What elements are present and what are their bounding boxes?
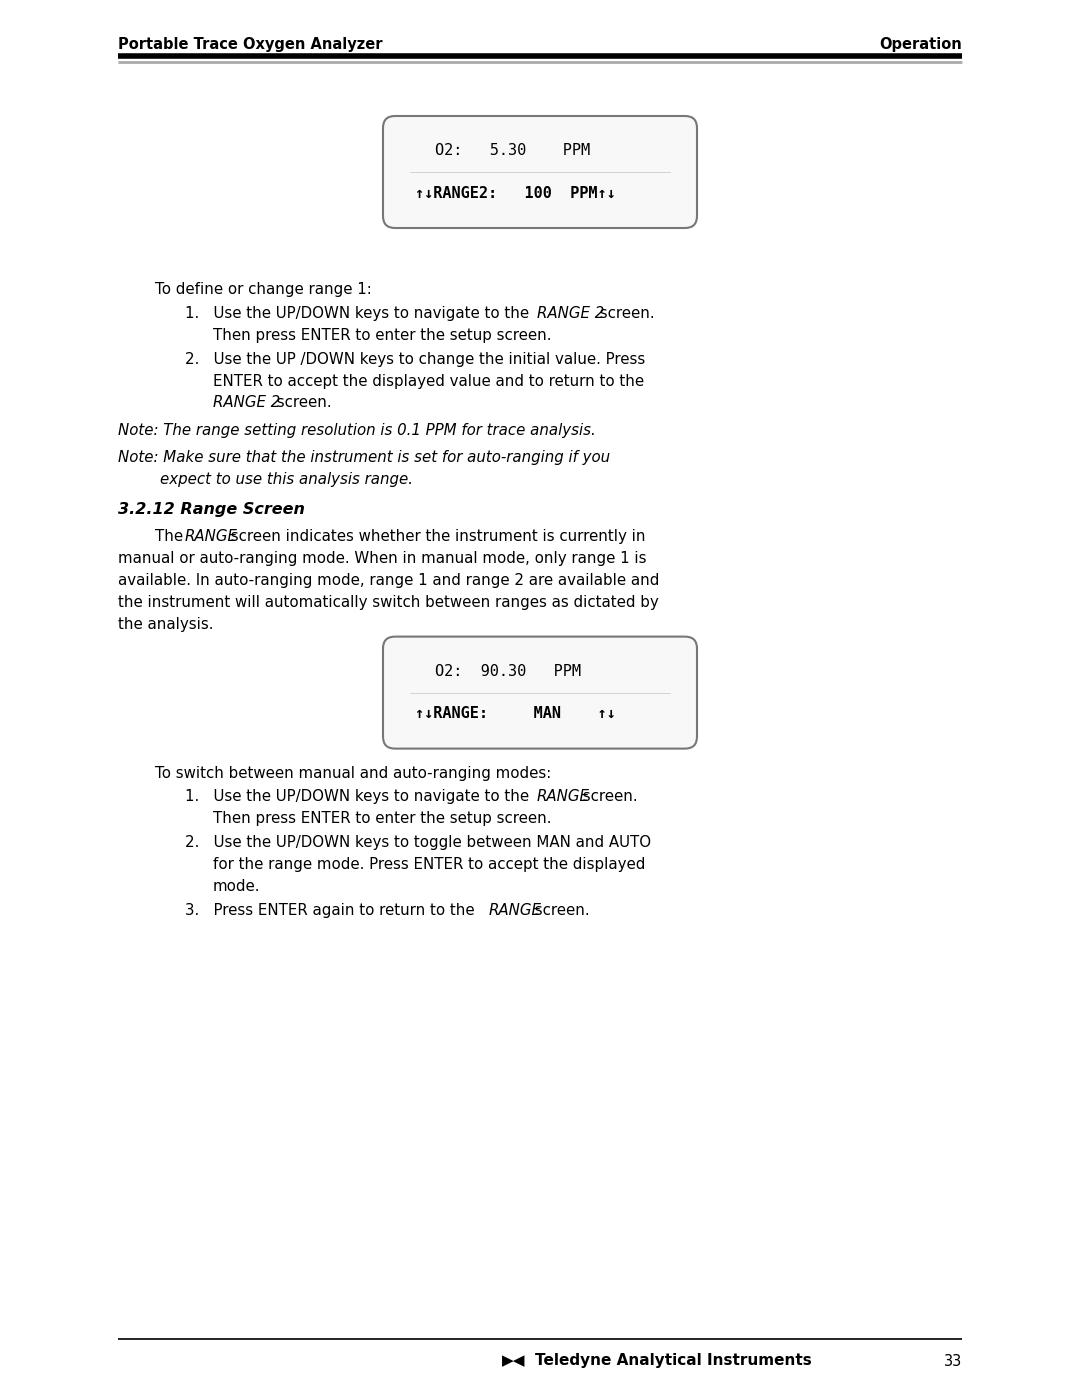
Text: To switch between manual and auto-ranging modes:: To switch between manual and auto-rangin… [156,766,551,781]
Text: The: The [156,529,188,545]
Text: screen.: screen. [595,306,654,321]
Text: Then press ENTER to enter the setup screen.: Then press ENTER to enter the setup scre… [213,328,552,342]
Text: RANGE: RANGE [489,902,542,918]
Text: screen.: screen. [578,789,637,805]
Text: screen.: screen. [530,902,590,918]
Text: for the range mode. Press ENTER to accept the displayed: for the range mode. Press ENTER to accep… [213,858,646,872]
Text: Operation: Operation [879,36,962,52]
Text: expect to use this analysis range.: expect to use this analysis range. [160,472,413,486]
Text: 1.   Use the UP/DOWN keys to navigate to the: 1. Use the UP/DOWN keys to navigate to t… [185,306,534,321]
Text: RANGE 2: RANGE 2 [537,306,604,321]
Text: ↑↓RANGE:     MAN    ↑↓: ↑↓RANGE: MAN ↑↓ [415,707,616,721]
Text: RANGE 2: RANGE 2 [213,395,280,411]
Text: the analysis.: the analysis. [118,616,214,631]
Text: screen.: screen. [272,395,332,411]
Text: Note: The range setting resolution is 0.1 PPM for trace analysis.: Note: The range setting resolution is 0.… [118,423,596,437]
Text: O2:   5.30    PPM: O2: 5.30 PPM [435,144,590,158]
Text: 1.   Use the UP/DOWN keys to navigate to the: 1. Use the UP/DOWN keys to navigate to t… [185,789,534,805]
Text: 3.   Press ENTER again to return to the: 3. Press ENTER again to return to the [185,902,480,918]
Text: ▶◀: ▶◀ [501,1354,525,1369]
Text: Portable Trace Oxygen Analyzer: Portable Trace Oxygen Analyzer [118,36,382,52]
FancyBboxPatch shape [383,637,697,749]
Text: Then press ENTER to enter the setup screen.: Then press ENTER to enter the setup scre… [213,812,552,826]
FancyBboxPatch shape [383,116,697,228]
Text: RANGE: RANGE [537,789,590,805]
Text: the instrument will automatically switch between ranges as dictated by: the instrument will automatically switch… [118,595,659,610]
Text: 33: 33 [944,1354,962,1369]
Text: available. In auto-ranging mode, range 1 and range 2 are available and: available. In auto-ranging mode, range 1… [118,573,660,588]
Text: Note: Make sure that the instrument is set for auto-ranging if you: Note: Make sure that the instrument is s… [118,450,610,465]
Text: RANGE: RANGE [185,529,238,545]
Text: 3.2.12 Range Screen: 3.2.12 Range Screen [118,502,305,517]
Text: To define or change range 1:: To define or change range 1: [156,282,372,298]
Text: ↑↓RANGE2:   100  PPM↑↓: ↑↓RANGE2: 100 PPM↑↓ [415,186,616,201]
Text: 2.   Use the UP /DOWN keys to change the initial value. Press: 2. Use the UP /DOWN keys to change the i… [185,352,645,367]
Text: 2.   Use the UP/DOWN keys to toggle between MAN and AUTO: 2. Use the UP/DOWN keys to toggle betwee… [185,835,651,851]
Text: manual or auto-ranging mode. When in manual mode, only range 1 is: manual or auto-ranging mode. When in man… [118,552,647,566]
Text: mode.: mode. [213,879,260,894]
Text: Teledyne Analytical Instruments: Teledyne Analytical Instruments [535,1354,812,1369]
Text: O2:  90.30   PPM: O2: 90.30 PPM [435,664,581,679]
Text: screen indicates whether the instrument is currently in: screen indicates whether the instrument … [227,529,646,545]
Text: ENTER to accept the displayed value and to return to the: ENTER to accept the displayed value and … [213,373,644,388]
